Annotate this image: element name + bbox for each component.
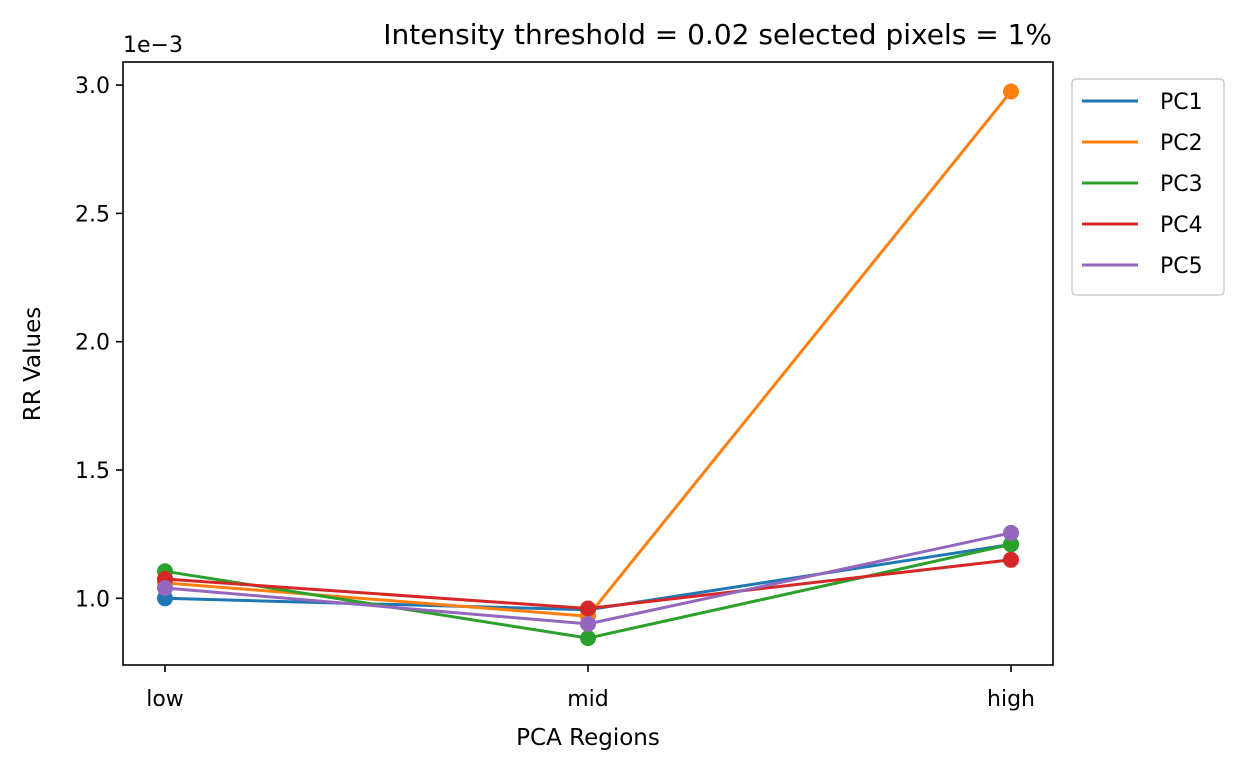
y-tick-label: 1.5 (75, 459, 110, 484)
legend-label: PC5 (1160, 254, 1203, 279)
chart-title: Intensity threshold = 0.02 selected pixe… (383, 18, 1052, 51)
legend-label: PC3 (1160, 172, 1203, 197)
x-tick-label: low (146, 687, 184, 712)
data-point (580, 630, 596, 647)
x-tick-label: mid (567, 687, 609, 712)
series-pc5 (157, 524, 1019, 632)
x-axis-label: PCA Regions (516, 725, 660, 751)
data-point (1003, 83, 1019, 100)
data-point (1003, 551, 1019, 568)
y-axis-label: RR Values (20, 307, 46, 421)
y-tick-label: 2.5 (75, 202, 110, 227)
data-point (1003, 524, 1019, 541)
series-layer (157, 83, 1019, 647)
y-tick-label: 1.0 (75, 587, 110, 612)
x-tick-label: high (987, 687, 1035, 712)
legend-frame (1071, 78, 1225, 296)
data-point (1003, 536, 1019, 553)
y-tick-label: 2.0 (75, 331, 110, 356)
legend-label: PC2 (1160, 131, 1203, 156)
x-axis: low mid high (146, 665, 1035, 712)
y-axis-offset-label: 1e−3 (123, 33, 183, 58)
y-axis: 1.0 1.5 2.0 2.5 3.0 (75, 74, 123, 612)
plot-background (123, 62, 1053, 665)
data-point (580, 600, 596, 617)
legend-label: PC1 (1160, 90, 1203, 115)
y-tick-label: 3.0 (75, 74, 110, 99)
legend-label: PC4 (1160, 213, 1203, 238)
legend: PC1 PC2 PC3 PC4 PC5 (1071, 78, 1225, 296)
data-point (580, 615, 596, 632)
data-point (157, 580, 173, 596)
